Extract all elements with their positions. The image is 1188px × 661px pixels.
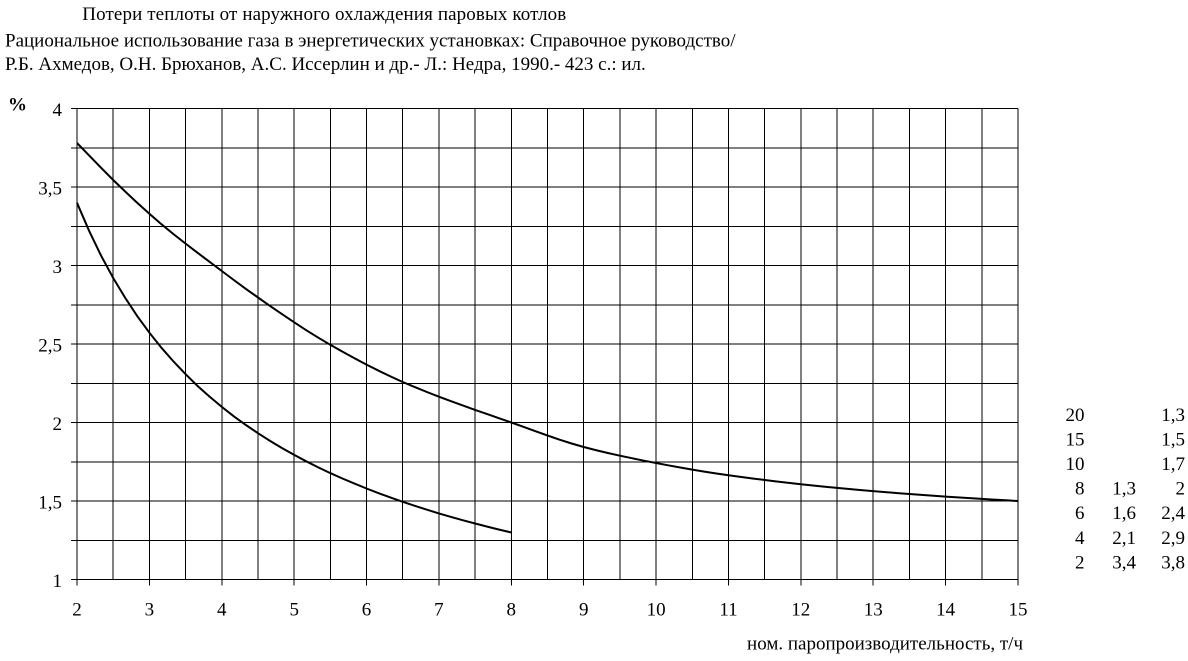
svg-text:3,4: 3,4 <box>1112 552 1136 573</box>
svg-text:4: 4 <box>217 600 227 621</box>
svg-text:14: 14 <box>936 600 956 621</box>
svg-text:3,8: 3,8 <box>1161 552 1185 573</box>
svg-text:10: 10 <box>1066 454 1085 475</box>
svg-text:Потери теплоты от наружного ох: Потери теплоты от наружного охлаждения п… <box>82 4 566 25</box>
svg-text:12: 12 <box>791 600 810 621</box>
svg-text:9: 9 <box>579 600 589 621</box>
svg-text:13: 13 <box>864 600 883 621</box>
svg-text:3: 3 <box>145 600 155 621</box>
svg-text:Рациональное использование газ: Рациональное использование газа в энерге… <box>5 30 736 51</box>
svg-text:5: 5 <box>289 600 299 621</box>
svg-text:20: 20 <box>1066 405 1085 426</box>
svg-text:6: 6 <box>362 600 372 621</box>
svg-text:2: 2 <box>53 414 63 435</box>
svg-text:1,3: 1,3 <box>1112 479 1136 500</box>
svg-text:3: 3 <box>53 257 63 278</box>
svg-text:1,7: 1,7 <box>1161 454 1185 475</box>
svg-text:15: 15 <box>1066 430 1085 451</box>
svg-text:3,5: 3,5 <box>38 179 62 200</box>
svg-text:2,5: 2,5 <box>38 336 62 357</box>
svg-text:1,3: 1,3 <box>1161 405 1185 426</box>
svg-text:1,6: 1,6 <box>1112 503 1136 524</box>
svg-text:2: 2 <box>72 600 82 621</box>
svg-text:2,1: 2,1 <box>1112 528 1136 549</box>
svg-text:4: 4 <box>1075 528 1085 549</box>
svg-text:ном. паропроизводительность, т: ном. паропроизводительность, т/ч <box>747 634 1023 655</box>
svg-text:1,5: 1,5 <box>38 493 62 514</box>
svg-text:4: 4 <box>53 100 63 121</box>
svg-text:2: 2 <box>1075 552 1085 573</box>
svg-text:6: 6 <box>1075 503 1085 524</box>
svg-text:1: 1 <box>53 571 63 592</box>
svg-text:%: % <box>8 95 27 116</box>
svg-text:2,9: 2,9 <box>1161 528 1185 549</box>
svg-text:10: 10 <box>647 600 666 621</box>
svg-text:1,5: 1,5 <box>1161 430 1185 451</box>
svg-text:2,4: 2,4 <box>1161 503 1185 524</box>
svg-text:2: 2 <box>1176 479 1186 500</box>
svg-text:Р.Б. Ахмедов, О.Н. Брюханов, А: Р.Б. Ахмедов, О.Н. Брюханов, А.С. Иссерл… <box>5 54 646 75</box>
svg-text:8: 8 <box>507 600 517 621</box>
svg-text:7: 7 <box>434 600 444 621</box>
svg-text:15: 15 <box>1009 600 1028 621</box>
svg-text:8: 8 <box>1075 479 1085 500</box>
svg-text:11: 11 <box>719 600 737 621</box>
